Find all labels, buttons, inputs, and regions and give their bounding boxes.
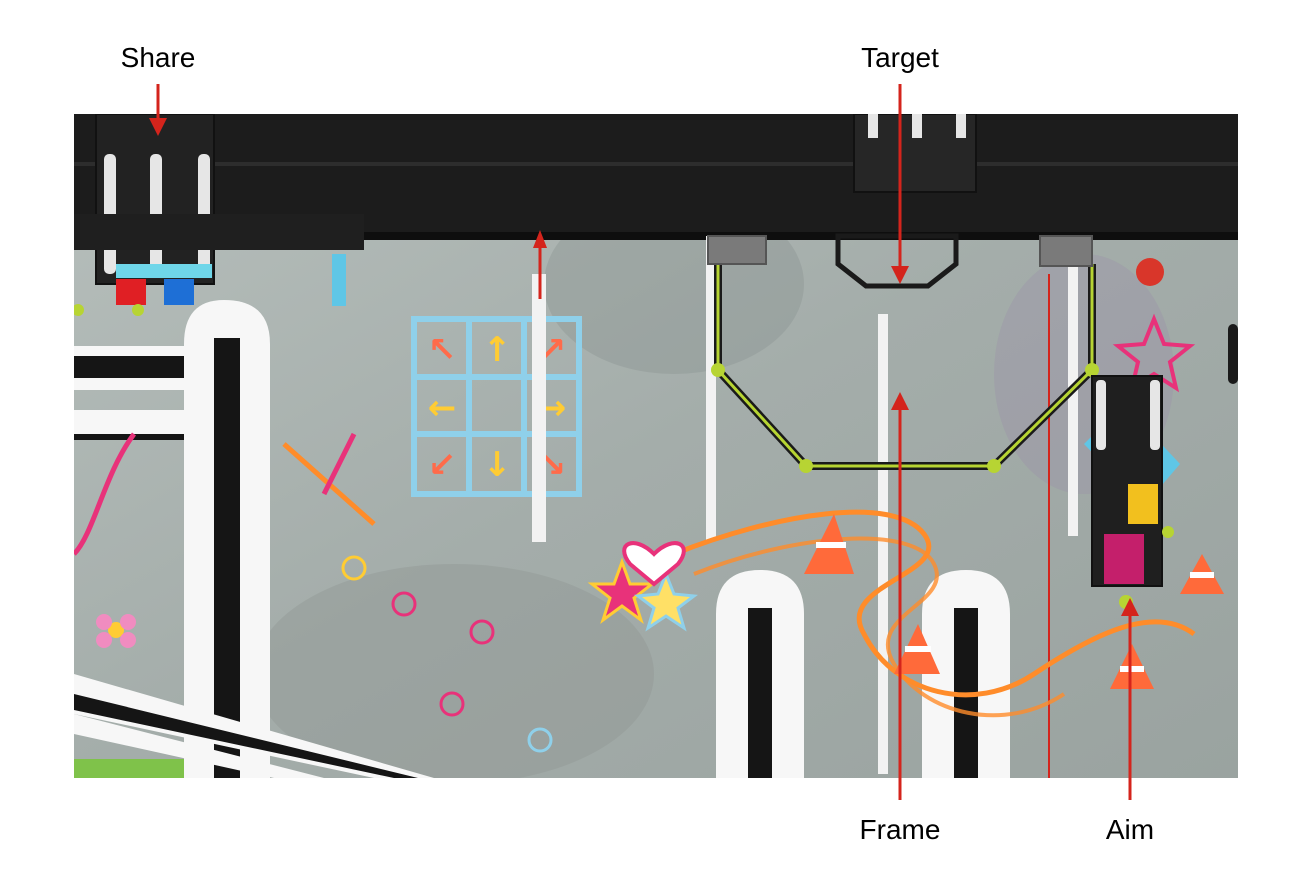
- wall-edge: [74, 232, 1238, 240]
- svg-text:←: ←: [428, 388, 457, 428]
- share-label: Share: [120, 42, 196, 73]
- traffic-cone: [1110, 644, 1154, 689]
- svg-text:↓: ↓: [483, 445, 512, 485]
- traffic-cone: [804, 514, 854, 574]
- target-outline: [835, 233, 959, 289]
- game-mat-photo: ↖ ↑ ↗ ← → ↙ ↓ ↘: [74, 114, 1238, 778]
- field-line: [878, 314, 888, 774]
- target-label: Target: [861, 42, 939, 73]
- chalk-curve: [74, 432, 137, 556]
- traffic-cone: [1180, 554, 1224, 594]
- field-line: [706, 236, 716, 540]
- ball: [1136, 258, 1164, 286]
- svg-text:↖: ↖: [428, 330, 457, 370]
- frame-label: Frame: [859, 814, 941, 845]
- traffic-cone: [894, 624, 940, 674]
- svg-text:↑: ↑: [483, 330, 512, 370]
- road-lines-left: [74, 300, 434, 778]
- svg-text:↙: ↙: [428, 445, 457, 485]
- wall-line: [74, 162, 1238, 166]
- side-object: [1228, 324, 1238, 384]
- numbered-markers: [341, 555, 553, 753]
- aim-label: Aim: [1105, 814, 1155, 845]
- red-arrowhead: [533, 230, 547, 248]
- chalk-heart: [622, 541, 686, 587]
- chalk-path: [673, 509, 1196, 698]
- aim-robot: [1084, 375, 1180, 609]
- chalk-stick: [321, 432, 357, 496]
- chalk-star: [587, 557, 657, 624]
- chalk-star: [634, 569, 698, 632]
- center-strip: [532, 274, 546, 542]
- chalk-star: [1112, 313, 1196, 393]
- arrow-grid: [411, 316, 582, 497]
- share-mechanism: [74, 114, 364, 316]
- mat-shadow: [254, 564, 654, 778]
- mat-border: [74, 759, 214, 778]
- target-mechanism: [853, 114, 977, 193]
- chalk-flower: [96, 614, 136, 648]
